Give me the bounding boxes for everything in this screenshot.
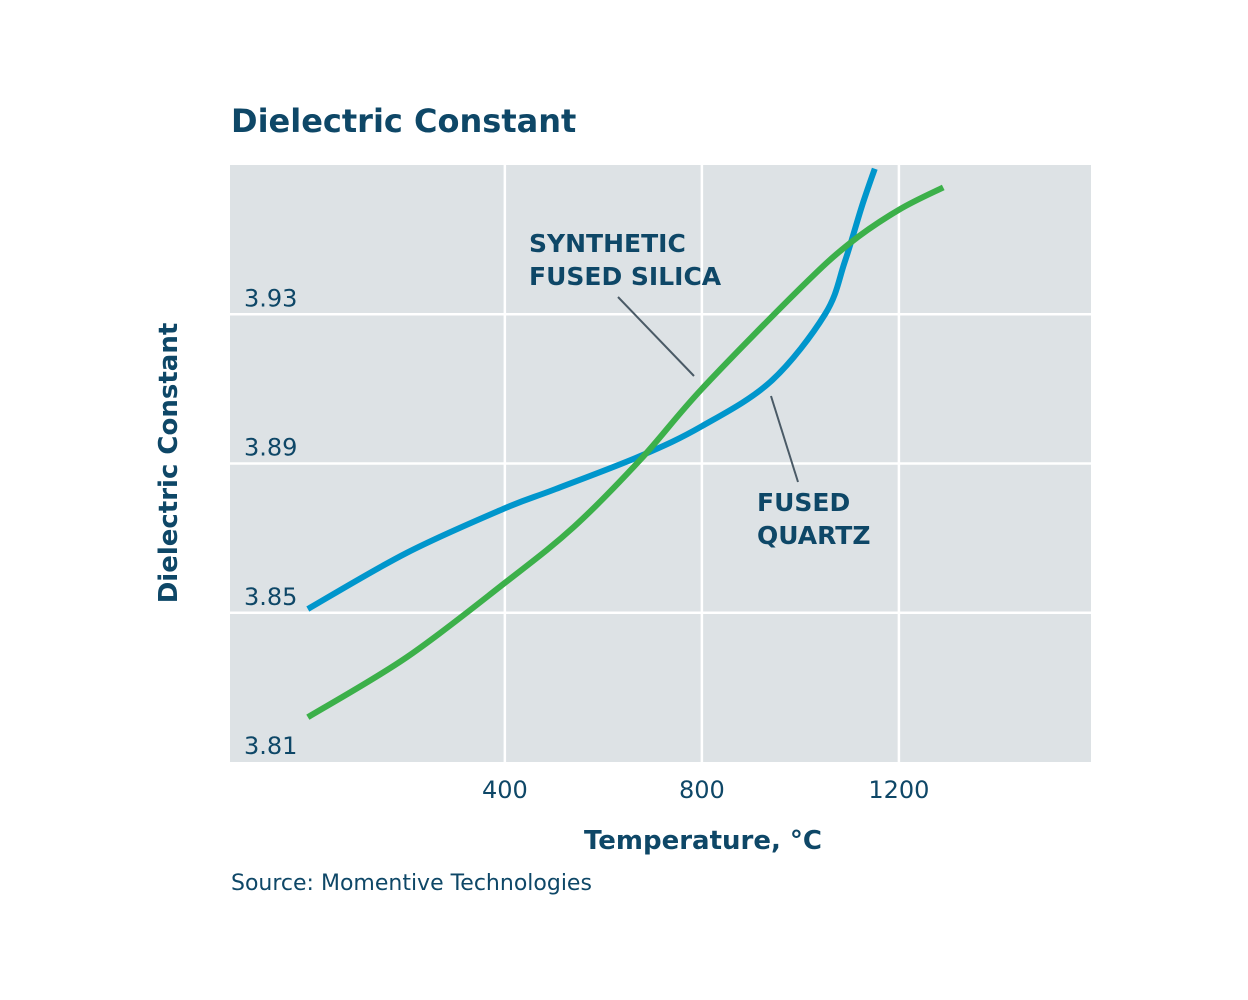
source-note: Source: Momentive Technologies bbox=[231, 871, 592, 896]
annotation-synthetic-line2: FUSED SILICA bbox=[529, 262, 722, 291]
annotation-leader-synthetic bbox=[617, 296, 695, 377]
y-tick-label: 3.81 bbox=[244, 732, 297, 760]
x-tick-label: 1200 bbox=[868, 776, 929, 804]
annotation-quartz-line1: FUSED bbox=[757, 488, 850, 517]
chart-title: Dielectric Constant bbox=[231, 102, 576, 140]
y-tick-labels: 3.81 3.85 3.89 3.93 bbox=[244, 284, 297, 760]
y-tick-label: 3.85 bbox=[244, 583, 297, 611]
x-tick-labels: 400 800 1200 bbox=[482, 776, 929, 804]
x-tick-label: 800 bbox=[679, 776, 725, 804]
y-tick-label: 3.89 bbox=[244, 434, 297, 462]
series-line-synthetic-fused-silica bbox=[306, 184, 945, 720]
annotation-quartz-line2: QUARTZ bbox=[757, 521, 870, 550]
y-axis-label: Dielectric Constant bbox=[154, 323, 184, 604]
x-axis-label: Temperature, °C bbox=[584, 826, 822, 856]
x-tick-label: 400 bbox=[482, 776, 528, 804]
annotation-synthetic-line1: SYNTHETIC bbox=[529, 229, 686, 258]
series-lines bbox=[306, 167, 945, 720]
y-tick-label: 3.93 bbox=[244, 284, 297, 312]
annotation-leader-quartz bbox=[770, 395, 799, 483]
series-line-fused-quartz bbox=[306, 167, 878, 612]
gridlines bbox=[230, 165, 1091, 762]
